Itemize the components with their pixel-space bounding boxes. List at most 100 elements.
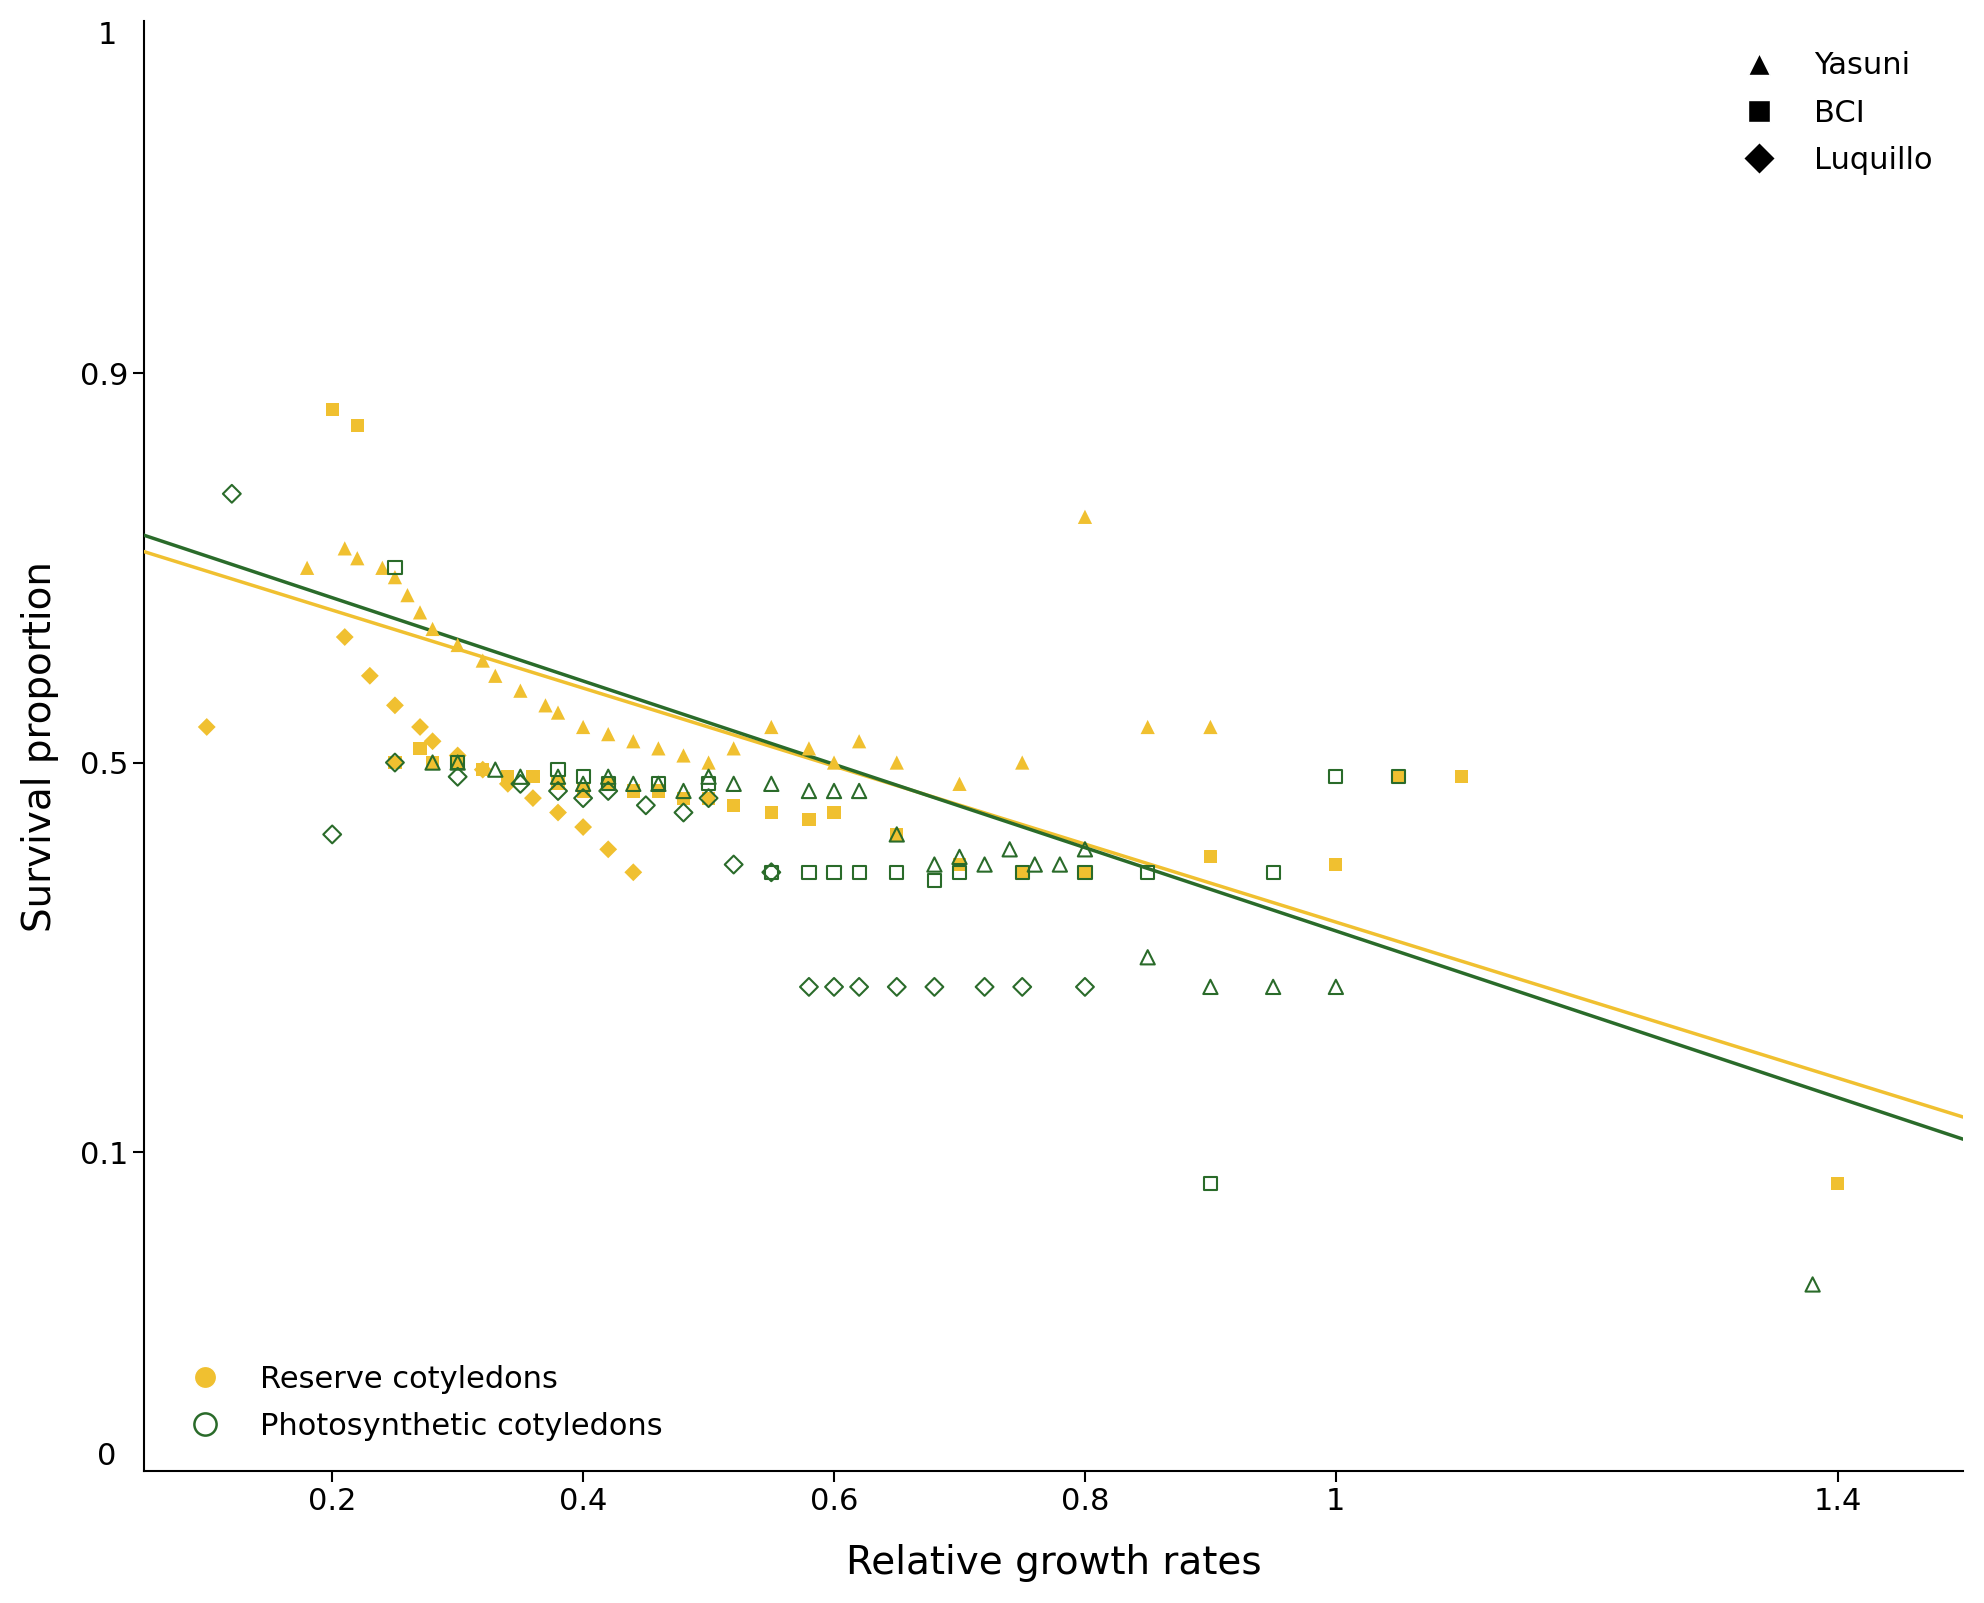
Point [379,692,411,718]
Point [631,792,663,818]
Point [405,736,436,761]
Point [817,975,849,1000]
Point [718,771,750,797]
Point [466,648,498,673]
Point [1020,851,1052,877]
Point [1131,859,1163,885]
Point [667,742,698,768]
Point [542,771,573,797]
Point [379,750,411,776]
Point [1319,975,1351,1000]
Point [643,736,675,761]
Point [756,715,788,741]
Point [843,859,875,885]
Point [1194,845,1226,870]
Point [667,800,698,826]
Point [379,555,411,580]
Point [692,765,724,790]
Point [756,859,788,885]
Point [466,757,498,782]
Point [1194,715,1226,741]
Point [843,728,875,753]
Point [1446,765,1478,790]
Point [794,859,825,885]
Text: 0: 0 [97,1443,117,1472]
Point [944,859,976,885]
Point [542,701,573,726]
X-axis label: Relative growth rates: Relative growth rates [845,1544,1262,1582]
Point [919,975,950,1000]
Point [216,481,248,507]
Point [1383,765,1415,790]
Point [405,715,436,741]
Text: 1: 1 [97,21,117,50]
Point [718,792,750,818]
Point [542,757,573,782]
Point [843,975,875,1000]
Point [442,765,474,790]
Legend: Reserve cotyledons, Photosynthetic cotyledons: Reserve cotyledons, Photosynthetic cotyl… [159,1350,679,1456]
Point [504,765,536,790]
Point [341,545,373,571]
Point [492,765,524,790]
Point [617,859,649,885]
Point [567,785,599,811]
Point [1006,859,1038,885]
Point [617,771,649,797]
Point [518,785,550,811]
Point [1069,859,1101,885]
Point [718,736,750,761]
Point [1069,837,1101,862]
Point [718,851,750,877]
Point [367,555,399,580]
Point [944,845,976,870]
Point [1006,750,1038,776]
Point [817,859,849,885]
Point [756,771,788,797]
Point [667,785,698,811]
Point [881,822,913,848]
Point [1069,975,1101,1000]
Point [1194,1170,1226,1196]
Point [667,777,698,803]
Point [692,771,724,797]
Point [190,715,222,741]
Point [643,771,675,797]
Point [442,750,474,776]
Point [817,750,849,776]
Point [944,851,976,877]
Point [442,750,474,776]
Point [442,750,474,776]
Point [1044,851,1075,877]
Point [881,822,913,848]
Point [692,785,724,811]
Point [542,777,573,803]
Point [1006,859,1038,885]
Point [817,777,849,803]
Point [567,715,599,741]
Point [794,806,825,832]
Point [593,837,625,862]
Point [593,771,625,797]
Point [1821,1170,1853,1196]
Point [504,678,536,704]
Point [405,600,436,625]
Point [480,757,512,782]
Point [794,777,825,803]
Point [504,771,536,797]
Point [341,414,373,439]
Point [843,777,875,803]
Point [417,728,448,753]
Point [794,736,825,761]
Point [417,750,448,776]
Point [391,582,423,608]
Point [542,800,573,826]
Point [417,616,448,641]
Point [542,765,573,790]
Point [617,728,649,753]
Point [756,859,788,885]
Point [567,765,599,790]
Point [1258,859,1290,885]
Point [968,851,1000,877]
Point [466,757,498,782]
